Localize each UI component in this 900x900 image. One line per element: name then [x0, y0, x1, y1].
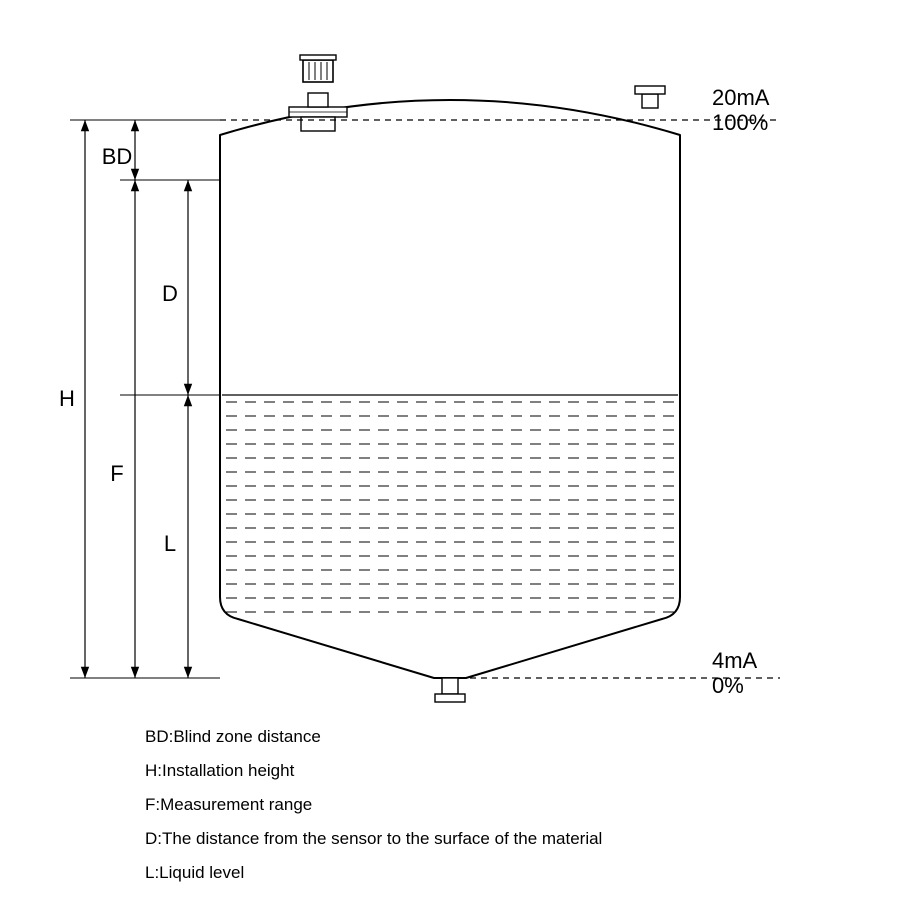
legend-d: D:The distance from the sensor to the su… — [145, 822, 602, 856]
bottom-output-label: 4mA 0% — [712, 648, 757, 699]
bottom-output-ma: 4mA — [712, 648, 757, 673]
svg-text:L: L — [164, 531, 176, 556]
legend-h: H:Installation height — [145, 754, 602, 788]
svg-text:H: H — [59, 386, 75, 411]
legend: BD:Blind zone distance H:Installation he… — [145, 720, 602, 890]
bottom-output-pct: 0% — [712, 673, 757, 698]
svg-text:D: D — [162, 281, 178, 306]
svg-text:BD: BD — [102, 144, 133, 169]
top-output-label: 20mA 100% — [712, 85, 769, 136]
legend-l: L:Liquid level — [145, 856, 602, 890]
top-output-ma: 20mA — [712, 85, 769, 110]
legend-bd: BD:Blind zone distance — [145, 720, 602, 754]
top-output-pct: 100% — [712, 110, 769, 135]
legend-f: F:Measurement range — [145, 788, 602, 822]
svg-text:F: F — [110, 461, 123, 486]
